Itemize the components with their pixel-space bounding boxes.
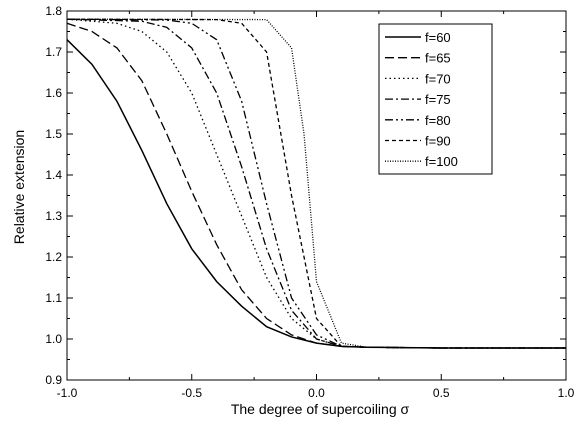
y-tick-label: 1.8 [45, 4, 62, 18]
legend-label-1: f=60 [425, 30, 451, 45]
y-axis-label: Relative extension [11, 130, 27, 244]
legend-label-6: f=90 [425, 134, 451, 149]
series-line-6 [67, 18, 566, 349]
y-tick-label: 1.0 [45, 332, 62, 346]
legend-label-4: f=75 [425, 92, 451, 107]
x-tick-label: 0.0 [308, 386, 325, 400]
legend-label-2: f=65 [425, 51, 451, 66]
y-tick-label: 1.5 [45, 127, 62, 141]
legend-label-7: f=100 [425, 154, 458, 169]
series-line-2 [67, 22, 566, 349]
y-tick-label: 1.7 [45, 45, 62, 59]
y-tick-label: 1.1 [45, 291, 62, 305]
legend-label-5: f=80 [425, 113, 451, 128]
x-tick-label: 0.5 [433, 386, 450, 400]
series-line-1 [67, 39, 566, 349]
plot-area [67, 18, 566, 349]
legend: f=60 f=65 f=70 f=75 f=80 f=90 f=100 [378, 23, 493, 175]
x-tick-label: 1.0 [558, 386, 575, 400]
axes: -1.0 -0.5 0.0 0.5 1.0 0.9 1.0 1.1 1.2 1.3 1.4 1.5 1.… [45, 4, 574, 400]
y-tick-label: 1.3 [45, 209, 62, 223]
y-tick-label: 1.6 [45, 86, 62, 100]
x-tick-label: -0.5 [181, 386, 202, 400]
y-tick-label: 0.9 [45, 373, 62, 387]
legend-label-3: f=70 [425, 71, 451, 86]
y-tick-label: 1.2 [45, 250, 62, 264]
x-tick-label: -1.0 [57, 386, 78, 400]
y-tick-label: 1.4 [45, 168, 62, 182]
x-axis-label: The degree of supercoiling σ [231, 401, 410, 417]
